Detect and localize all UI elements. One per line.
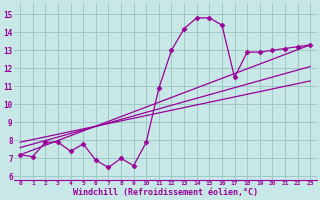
X-axis label: Windchill (Refroidissement éolien,°C): Windchill (Refroidissement éolien,°C) <box>73 188 258 197</box>
